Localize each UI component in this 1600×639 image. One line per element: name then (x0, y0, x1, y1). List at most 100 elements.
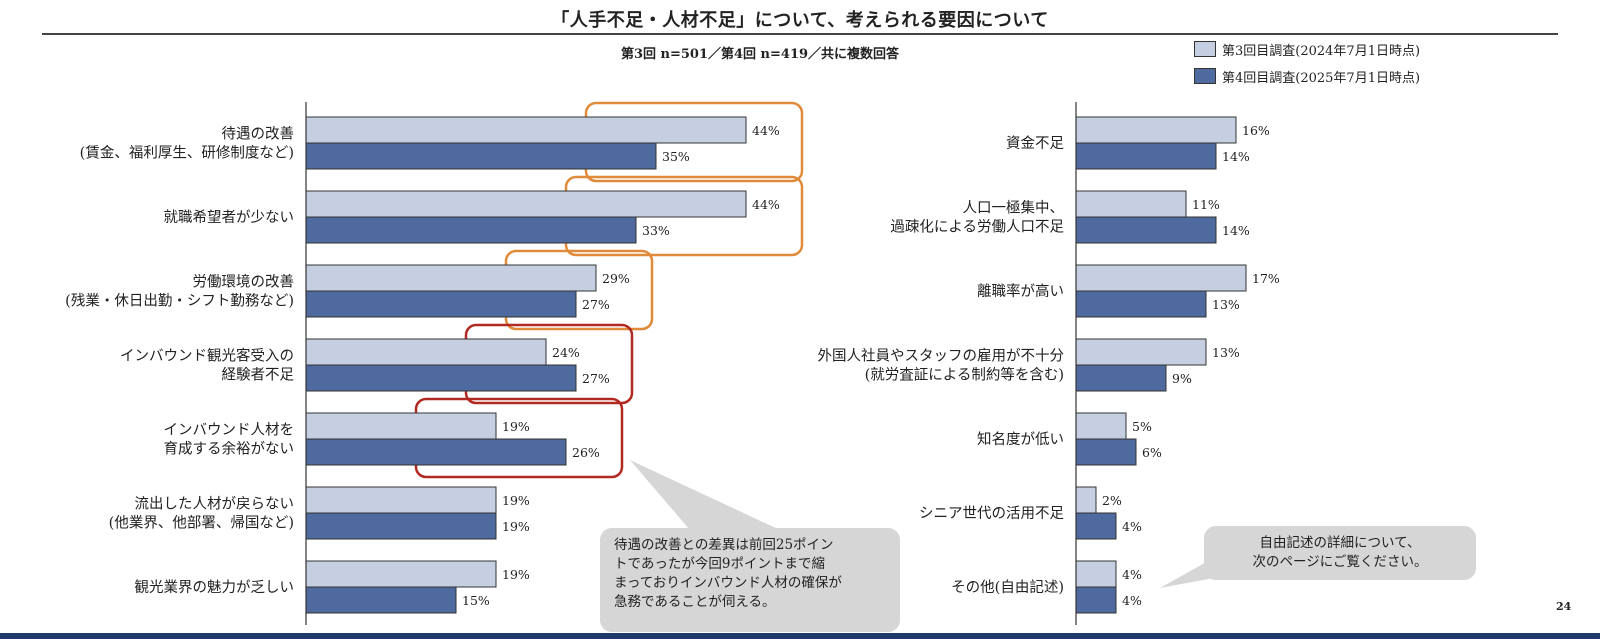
callout-left-note: 待遇の改善との差異は前回25ポイン トであったが今回9ポイントまで縮 まっており… (600, 528, 900, 632)
bar-group: 13% 9% 外国人社員やスタッフの雇用が不十分(就労査証による制約等を含む) (818, 338, 1240, 392)
data-label: 27% (582, 297, 610, 312)
bar-round3 (305, 190, 747, 218)
category-label: 人口一極集中、 (963, 200, 1065, 217)
bar-round4 (305, 438, 567, 466)
callout-left-line: まっておりインバウンド人材の確保が (614, 575, 842, 591)
data-label: 6% (1142, 445, 1162, 460)
bar-round3 (1075, 560, 1117, 588)
legend-swatch-round4 (1194, 68, 1216, 84)
category-label: (就労査証による制約等を含む) (865, 366, 1064, 384)
bar-round3 (1075, 412, 1127, 440)
callout-right-line: 次のページにご覧ください。 (1252, 554, 1428, 570)
data-label: 44% (752, 123, 780, 138)
data-label: 2% (1102, 493, 1122, 508)
page-number: 24 (1556, 600, 1572, 613)
callout-right-line: 自由記述の詳細について、 (1259, 535, 1421, 551)
bar-round4 (305, 512, 497, 540)
callout-left-line: 急務であることが伺える。 (614, 594, 776, 610)
bar-round3 (305, 264, 597, 292)
category-label: 過疎化による労働人口不足 (890, 219, 1064, 236)
bar-group: 17% 13% 離職率が高い (977, 264, 1280, 318)
footer-bar (0, 633, 1600, 639)
category-label: 資金不足 (1006, 135, 1064, 152)
data-label: 19% (502, 493, 530, 508)
data-label: 19% (502, 519, 530, 534)
bar-round3 (305, 338, 547, 366)
data-label: 14% (1222, 149, 1250, 164)
data-label: 13% (1212, 345, 1240, 360)
data-label: 26% (572, 445, 600, 460)
category-label: 経験者不足 (222, 367, 295, 384)
title-divider (42, 33, 1558, 35)
chart-right: 16%14%資金不足11%14%人口一極集中、過疎化による労働人口不足17%13… (818, 102, 1280, 625)
data-label: 4% (1122, 519, 1142, 534)
data-label: 19% (502, 567, 530, 582)
bar-round4 (1075, 438, 1137, 466)
bar-group: 19% 19% 流出した人材が戻らない(他業界、他部署、帰国など) (109, 486, 530, 540)
category-label: 就職希望者が少ない (164, 209, 295, 226)
category-label: 労働環境の改善 (193, 273, 295, 291)
data-label: 29% (602, 271, 630, 286)
callout-right-note: 自由記述の詳細について、 次のページにご覧ください。 (1204, 526, 1476, 580)
data-label: 4% (1122, 567, 1142, 582)
data-label: 44% (752, 197, 780, 212)
bar-group: 16% 14% 資金不足 (1006, 116, 1270, 170)
bar-group: 2%4% シニア世代の活用不足 (919, 486, 1142, 540)
bar-round4 (305, 216, 637, 244)
category-label: (残業・休日出勤・シフト勤務など) (65, 293, 294, 310)
data-label: 11% (1192, 197, 1220, 212)
category-label: 待遇の改善 (222, 126, 295, 143)
bar-round4 (1075, 142, 1217, 170)
bar-group: 19% 15% 観光業界の魅力が乏しい (135, 560, 530, 614)
data-label: 9% (1172, 371, 1192, 386)
category-label: その他(自由記述) (951, 579, 1064, 596)
category-label: 外国人社員やスタッフの雇用が不十分 (818, 348, 1065, 365)
bar-round4 (1075, 290, 1207, 318)
data-label: 19% (502, 419, 530, 434)
category-label: インバウンド観光客受入の (120, 348, 294, 365)
category-label: 観光業界の魅力が乏しい (135, 579, 295, 596)
bar-round3 (305, 412, 497, 440)
callout-left-line: トであったが今回9ポイントまで縮 (614, 556, 825, 572)
data-label: 24% (552, 345, 580, 360)
category-label: 育成する余裕がない (164, 440, 295, 458)
bar-round3 (1075, 264, 1247, 292)
legend-swatch-round3 (1194, 41, 1216, 57)
data-label: 14% (1222, 223, 1250, 238)
data-label: 35% (662, 149, 690, 164)
bar-round4 (1075, 364, 1167, 392)
bar-round3 (1075, 338, 1207, 366)
legend-label-round3: 第3回目調査(2024年7月1日時点) (1222, 43, 1421, 59)
data-label: 5% (1132, 419, 1152, 434)
legend-label-round4: 第4回目調査(2025年7月1日時点) (1222, 70, 1421, 86)
legend-item-round4: 第4回目調査(2025年7月1日時点) (1194, 67, 1421, 86)
bar-group: 4% 4% その他(自由記述) (951, 560, 1142, 614)
bar-round3 (305, 116, 747, 144)
data-label: 17% (1252, 271, 1280, 286)
data-label: 33% (642, 223, 670, 238)
bar-round4 (305, 586, 457, 614)
bar-round3 (1075, 486, 1097, 514)
chart-left: 44% 35% 待遇の改善 (賃金、福利厚生、研修制度など) 44% 33% 就職希望者が少… (65, 101, 804, 625)
bar-round4 (305, 142, 657, 170)
category-label: (他業界、他部署、帰国など) (109, 514, 294, 532)
page-title: 「人手不足・人材不足」について、考えられる要因について (551, 10, 1049, 31)
bar-round3 (1075, 190, 1187, 218)
bar-group: 44% 35% 待遇の改善 (賃金、福利厚生、研修制度など) (80, 116, 780, 170)
bar-round3 (1075, 116, 1237, 144)
category-label: 離職率が高い (977, 282, 1064, 300)
data-label: 4% (1122, 593, 1142, 608)
bar-group: 44% 33% 就職希望者が少ない (164, 190, 780, 244)
bar-group: 29% 27% 労働環境の改善 (残業・休日出勤・シフト勤務など) (65, 264, 630, 318)
bar-round4 (305, 290, 577, 318)
data-label: 16% (1242, 123, 1270, 138)
bar-round4 (1075, 586, 1117, 614)
bar-group: 5% 6% 知名度が低い (977, 412, 1162, 466)
category-label: シニア世代の活用不足 (919, 505, 1064, 522)
bar-round4 (1075, 512, 1117, 540)
bar-round4 (305, 364, 577, 392)
callout-left-line: 待遇の改善との差異は前回25ポイン (614, 537, 834, 553)
category-label: インバウンド人材を (164, 422, 295, 439)
